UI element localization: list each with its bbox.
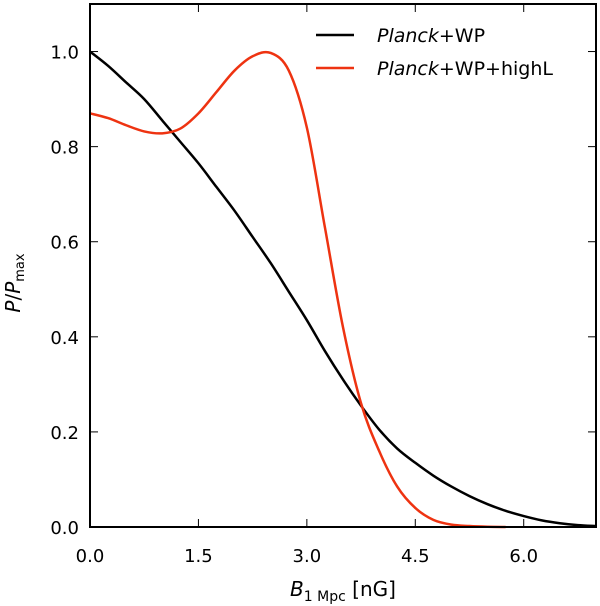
x-tick-label: 1.5: [184, 546, 213, 567]
y-tick-label: 0.0: [50, 518, 79, 539]
y-tick-label: 1.0: [50, 43, 79, 64]
ticks: [89, 4, 596, 528]
legend: Planck+WP Planck+WP+highL: [316, 25, 553, 80]
y-axis-label: P/Pmax: [1, 253, 28, 313]
y-tick-label: 0.4: [50, 328, 79, 349]
tick-labels: 0.0 1.5 3.0 4.5 6.0 0.0 0.2 0.4 0.6 0.8 1.0: [50, 43, 538, 567]
x-axis-label: B1 Mpc [nG]: [290, 577, 396, 605]
x-tick-label: 6.0: [509, 546, 538, 567]
plot-lines: [89, 50, 597, 529]
x-tick-label: 3.0: [293, 546, 322, 567]
y-tick-label: 0.8: [50, 138, 79, 159]
series-line-planck-wp-highl: [89, 50, 506, 529]
y-tick-label: 0.6: [50, 233, 79, 254]
plot-frame: [89, 3, 597, 528]
series-line-planck-wp: [89, 50, 597, 528]
legend-label-planck-wp-highl: Planck+WP+highL: [377, 58, 553, 80]
x-tick-label: 4.5: [401, 546, 430, 567]
legend-label-planck-wp: Planck+WP: [377, 25, 485, 47]
x-tick-label: 0.0: [76, 546, 105, 567]
y-tick-label: 0.2: [50, 423, 79, 444]
